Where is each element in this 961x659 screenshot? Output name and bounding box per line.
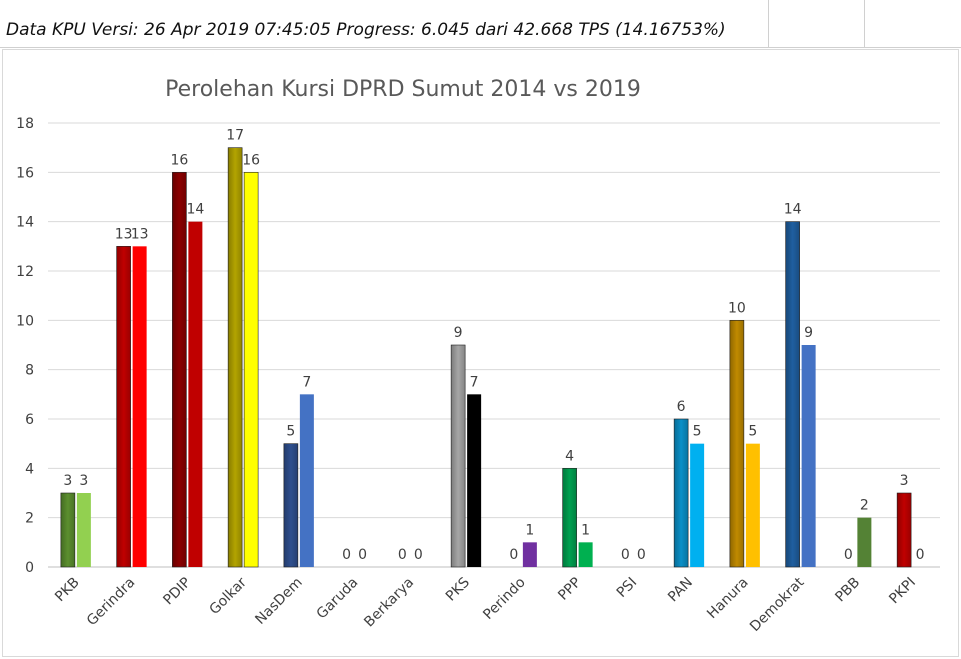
- x-tick-label: Hanura: [704, 575, 752, 623]
- y-tick-label: 10: [16, 313, 34, 329]
- bar[interactable]: [132, 246, 147, 568]
- data-label: 9: [804, 325, 813, 341]
- data-label: 3: [63, 473, 72, 489]
- bar[interactable]: [578, 542, 593, 567]
- data-label: 0: [398, 547, 407, 563]
- data-label: 1: [525, 522, 534, 538]
- x-tick-label: PAN: [665, 575, 696, 606]
- bar-shade: [228, 147, 243, 567]
- bar-shade: [451, 345, 466, 567]
- y-tick-label: 12: [16, 264, 34, 280]
- data-label: 16: [170, 152, 188, 168]
- bar[interactable]: [745, 443, 760, 567]
- x-tick-label: PPP: [555, 575, 584, 604]
- chart-frame[interactable]: [2, 49, 959, 657]
- x-tick-label: Golkar: [206, 574, 250, 618]
- data-label: 4: [565, 448, 574, 464]
- data-label: 5: [748, 424, 757, 440]
- chart-title: Perolehan Kursi DPRD Sumut 2014 vs 2019: [165, 77, 641, 102]
- y-tick-label: 18: [16, 116, 34, 132]
- bar-shade: [674, 419, 689, 567]
- x-tick-label: PSI: [614, 575, 640, 601]
- x-tick-label: NasDem: [252, 575, 305, 628]
- data-label: 9: [454, 325, 463, 341]
- bar-shade: [60, 493, 75, 567]
- data-label: 13: [115, 226, 133, 242]
- bar[interactable]: [857, 517, 872, 567]
- y-tick-label: 16: [16, 165, 34, 181]
- data-label: 7: [470, 374, 479, 390]
- bar-shade: [562, 468, 577, 567]
- data-label: 0: [342, 547, 351, 563]
- data-label: 6: [677, 399, 686, 415]
- bar-shade: [116, 246, 131, 568]
- data-label: 10: [728, 300, 746, 316]
- bar[interactable]: [76, 493, 91, 567]
- data-label: 0: [637, 547, 646, 563]
- bar[interactable]: [801, 345, 816, 567]
- bar[interactable]: [188, 221, 203, 567]
- bar-shade: [172, 172, 187, 568]
- x-tick-label: PKS: [443, 574, 473, 604]
- data-label: 0: [509, 547, 518, 563]
- x-tick-label: Garuda: [314, 575, 362, 623]
- data-label: 17: [226, 128, 244, 144]
- data-label: 14: [784, 202, 802, 218]
- x-tick-label: Berkarya: [361, 575, 417, 631]
- header-cell-main[interactable]: Data KPU Versi: 26 Apr 2019 07:45:05 Pro…: [0, 0, 769, 47]
- bar[interactable]: [467, 394, 482, 567]
- bar[interactable]: [522, 542, 537, 567]
- header-cell-empty-1[interactable]: [769, 0, 865, 47]
- bar-shade: [729, 320, 744, 567]
- x-tick-label: PDIP: [160, 575, 194, 609]
- bar-shade: [897, 493, 912, 567]
- bar-shade: [283, 443, 298, 567]
- data-label: 0: [414, 547, 423, 563]
- data-label: 3: [900, 473, 909, 489]
- y-tick-label: 8: [25, 363, 34, 379]
- data-label: 2: [860, 498, 869, 514]
- data-label: 0: [358, 547, 367, 563]
- bar[interactable]: [243, 172, 259, 568]
- bar[interactable]: [299, 394, 314, 567]
- bar-shade: [785, 221, 800, 567]
- data-label: 0: [916, 547, 925, 563]
- bars: [60, 147, 912, 568]
- data-label: 5: [693, 424, 702, 440]
- x-axis-labels: PKB Gerindra PDIP Golkar NasDem Garuda Berkary…: [52, 574, 919, 635]
- data-label: 13: [131, 226, 149, 242]
- data-label: 7: [302, 374, 311, 390]
- data-label: 3: [79, 473, 88, 489]
- data-label: 0: [621, 547, 630, 563]
- y-axis-ticks: 0 2 4 6 8 10 12 14 16 18: [16, 116, 34, 576]
- x-tick-label: PKB: [52, 575, 83, 606]
- data-label: 14: [186, 202, 204, 218]
- x-tick-label: PBB: [832, 575, 863, 606]
- x-tick-label: Perindo: [480, 575, 528, 623]
- header-text: Data KPU Versi: 26 Apr 2019 07:45:05 Pro…: [6, 20, 726, 40]
- y-tick-label: 14: [16, 215, 34, 231]
- data-label: 5: [286, 424, 295, 440]
- y-tick-label: 4: [25, 461, 34, 477]
- bar[interactable]: [690, 443, 705, 567]
- x-tick-label: PKPI: [886, 575, 919, 608]
- x-tick-label: Gerindra: [84, 575, 139, 630]
- data-label: 1: [581, 522, 590, 538]
- y-tick-label: 6: [25, 412, 34, 428]
- y-tick-label: 0: [25, 560, 34, 576]
- data-label: 16: [242, 152, 260, 168]
- x-tick-label: Demokrat: [747, 574, 808, 635]
- y-tick-label: 2: [25, 511, 34, 527]
- data-label: 0: [844, 547, 853, 563]
- header-row: Data KPU Versi: 26 Apr 2019 07:45:05 Pro…: [0, 0, 961, 48]
